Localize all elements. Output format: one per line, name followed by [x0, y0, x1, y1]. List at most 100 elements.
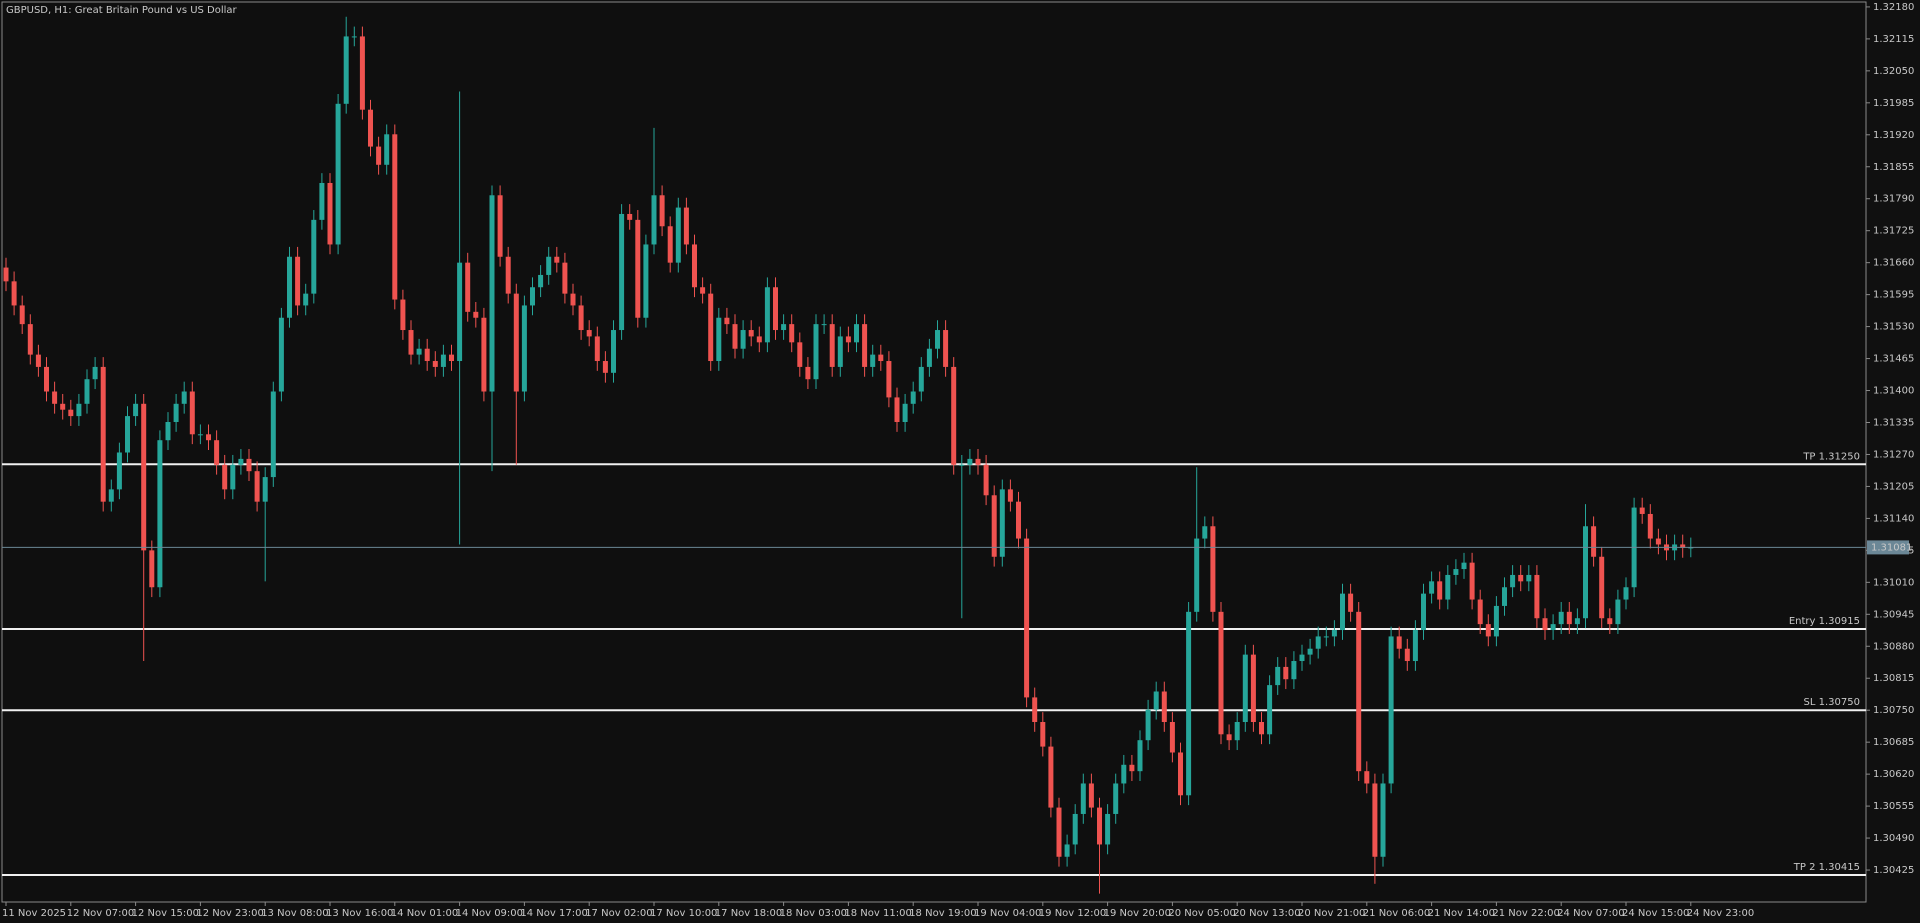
- candle-body: [805, 366, 811, 380]
- candle-body: [1510, 574, 1516, 588]
- y-tick-label: 1.31205: [1873, 481, 1914, 492]
- candle-body: [1518, 574, 1524, 582]
- x-tick-label: 24 Nov 15:00: [1622, 908, 1689, 919]
- candle-body: [1137, 740, 1143, 772]
- candle-body: [886, 361, 892, 398]
- candle-body: [732, 324, 738, 349]
- candle-body: [1412, 630, 1418, 662]
- candle-body: [206, 434, 211, 441]
- candle-body: [1655, 538, 1661, 545]
- candle-body: [1356, 611, 1362, 772]
- candle-body: [19, 305, 25, 325]
- candle-body: [578, 305, 584, 331]
- candle-body: [910, 391, 916, 404]
- x-tick-label: 11 Nov 2025: [2, 908, 66, 919]
- y-tick-label: 1.31140: [1873, 513, 1914, 524]
- y-tick-label: 1.31660: [1873, 258, 1914, 269]
- candle-body: [1072, 813, 1078, 845]
- candle-body: [505, 256, 511, 294]
- candle-body: [76, 403, 82, 417]
- candle-body: [319, 182, 325, 220]
- candle-body: [303, 293, 309, 306]
- x-tick-label: 12 Nov 23:00: [196, 908, 263, 919]
- candle-body: [1097, 807, 1102, 845]
- candle-body: [643, 244, 649, 318]
- y-tick-label: 1.30945: [1873, 609, 1914, 620]
- candle-body: [1599, 556, 1605, 619]
- candle-body: [327, 182, 333, 245]
- candle-body: [821, 324, 827, 326]
- y-tick-label: 1.32050: [1873, 66, 1914, 77]
- candle-body: [894, 397, 900, 422]
- candle-body: [1056, 807, 1062, 857]
- candle-body: [278, 317, 284, 392]
- candle-body: [408, 330, 414, 355]
- candle-body: [68, 409, 74, 417]
- candle-body: [27, 324, 33, 355]
- candle-body: [870, 354, 876, 367]
- x-tick-label: 14 Nov 01:00: [391, 908, 458, 919]
- candle-body: [602, 361, 608, 373]
- candle-body: [773, 287, 778, 331]
- candle-body: [1299, 654, 1305, 662]
- candle-body: [392, 134, 398, 300]
- candle-body: [246, 458, 252, 472]
- candle-body: [1210, 526, 1216, 612]
- x-tick-label: 24 Nov 07:00: [1557, 908, 1624, 919]
- candle-body: [432, 361, 438, 367]
- candle-body: [1542, 618, 1548, 631]
- candle-body: [943, 330, 949, 367]
- y-tick-label: 1.30750: [1873, 705, 1914, 716]
- x-tick-label: 20 Nov 13:00: [1233, 908, 1300, 919]
- candle-body: [1647, 513, 1653, 539]
- candle-body: [35, 354, 41, 367]
- candle-body: [1145, 709, 1151, 741]
- y-tick-label: 1.31010: [1873, 577, 1914, 588]
- candle-body: [1032, 697, 1038, 722]
- candle-body: [975, 458, 981, 465]
- candle-body: [368, 109, 373, 147]
- candle-body: [1461, 562, 1467, 570]
- candle-body: [513, 293, 519, 392]
- candle-body: [1680, 544, 1686, 548]
- candle-body: [335, 103, 341, 245]
- candle-body: [967, 458, 973, 465]
- y-tick-label: 1.30490: [1873, 833, 1914, 844]
- chart-title: GBPUSD, H1: Great Britain Pound vs US Do…: [6, 5, 238, 16]
- x-tick-label: 14 Nov 17:00: [520, 908, 587, 919]
- candle-body: [1259, 722, 1264, 735]
- candle-body: [797, 342, 803, 367]
- candle-body: [1283, 666, 1289, 680]
- candle-body: [1380, 783, 1386, 857]
- candle-body: [133, 403, 139, 417]
- candle-body: [238, 458, 244, 465]
- candle-body: [1186, 611, 1192, 796]
- candle-body: [1607, 618, 1613, 625]
- candle-body: [1566, 611, 1572, 625]
- candle-body: [708, 293, 714, 362]
- candle-body: [1364, 771, 1370, 784]
- level-label: TP 2 1.30415: [1793, 862, 1860, 873]
- candle-body: [546, 256, 552, 275]
- candle-body: [1234, 722, 1240, 741]
- candle-body: [384, 134, 390, 165]
- candle-body: [222, 464, 228, 490]
- candle-body: [570, 293, 576, 306]
- candle-body: [173, 403, 179, 422]
- candle-body: [1388, 636, 1394, 784]
- candle-body: [473, 311, 479, 318]
- candle-body: [740, 330, 746, 349]
- x-tick-label: 17 Nov 18:00: [715, 908, 782, 919]
- candle-body: [611, 330, 616, 373]
- y-tick-label: 1.31530: [1873, 322, 1914, 333]
- candle-body: [270, 391, 276, 478]
- candle-body: [1615, 599, 1621, 625]
- candle-body: [457, 262, 463, 362]
- candle-body: [530, 287, 535, 306]
- candle-body: [84, 379, 90, 404]
- y-tick-label: 1.30685: [1873, 737, 1914, 748]
- candle-body: [1291, 661, 1297, 680]
- candle-body: [1080, 783, 1086, 814]
- candle-body: [1064, 844, 1070, 857]
- candle-body: [1226, 734, 1232, 741]
